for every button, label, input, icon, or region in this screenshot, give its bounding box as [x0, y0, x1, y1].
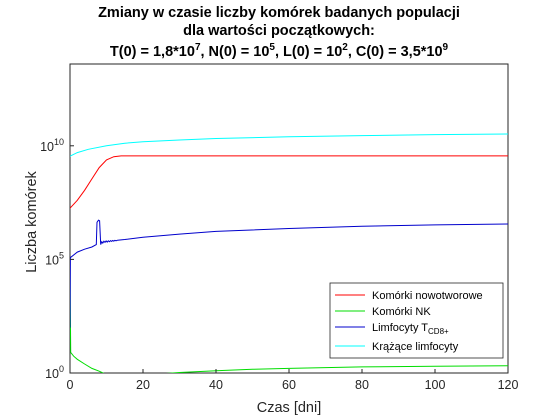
- x-tick-label: 80: [355, 378, 369, 392]
- legend-label-cd8: Limfocyty TCD8+: [372, 322, 449, 336]
- title-t-exponent: 7: [195, 42, 201, 53]
- chart-title-line-2: dla wartości początkowych:: [183, 23, 375, 39]
- x-axis-label: Czas [dni]: [257, 400, 321, 416]
- title-n-prefix: , N(0) = 10: [201, 44, 270, 60]
- legend-label-cd8-main: Limfocyty T: [372, 322, 428, 334]
- chart-title-line-1: Zmiany w czasie liczby komórek badanych …: [98, 5, 460, 21]
- y-axis-label: Liczba komórek: [24, 170, 40, 272]
- series-layer: [70, 133, 508, 373]
- y-tick-label: 100: [45, 364, 64, 381]
- legend-label-nk: Komórki NK: [372, 306, 431, 318]
- series-line-cd8: [70, 219, 508, 328]
- legend-label-cd8-subscript: CD8+: [428, 327, 449, 336]
- title-t-prefix: T(0) = 1,8*10: [110, 44, 195, 60]
- y-tick-label: 105: [45, 250, 64, 267]
- title-c-prefix: , C(0) = 3,5*10: [348, 44, 443, 60]
- legend-label-circulating: Krążące limfocyty: [372, 341, 459, 353]
- x-tick-label: 0: [67, 378, 74, 392]
- title-l-prefix: , L(0) = 10: [275, 44, 342, 60]
- title-l-exponent: 2: [342, 42, 348, 53]
- y-tick-label: 1010: [40, 137, 64, 154]
- x-tick-label: 20: [136, 378, 150, 392]
- x-tick-label: 120: [498, 378, 519, 392]
- chart-title-line-3: T(0) = 1,8*107, N(0) = 105, L(0) = 102, …: [110, 42, 449, 60]
- legend-label-tumor: Komórki nowotworowe: [372, 290, 483, 302]
- legend: Komórki nowotworowe Komórki NK Limfocyty…: [329, 282, 504, 359]
- series-line-tumor: [70, 155, 508, 209]
- x-tick-label: 60: [282, 378, 296, 392]
- title-c-exponent: 9: [443, 42, 449, 53]
- x-tick-label: 100: [425, 378, 446, 392]
- series-line-circulating: [70, 133, 508, 157]
- series-line-nk: [70, 259, 508, 373]
- x-tick-label: 40: [209, 378, 223, 392]
- title-n-exponent: 5: [269, 42, 275, 53]
- tick-layer: 0 20 40 60 80 100 120 100 105 1010: [40, 137, 518, 392]
